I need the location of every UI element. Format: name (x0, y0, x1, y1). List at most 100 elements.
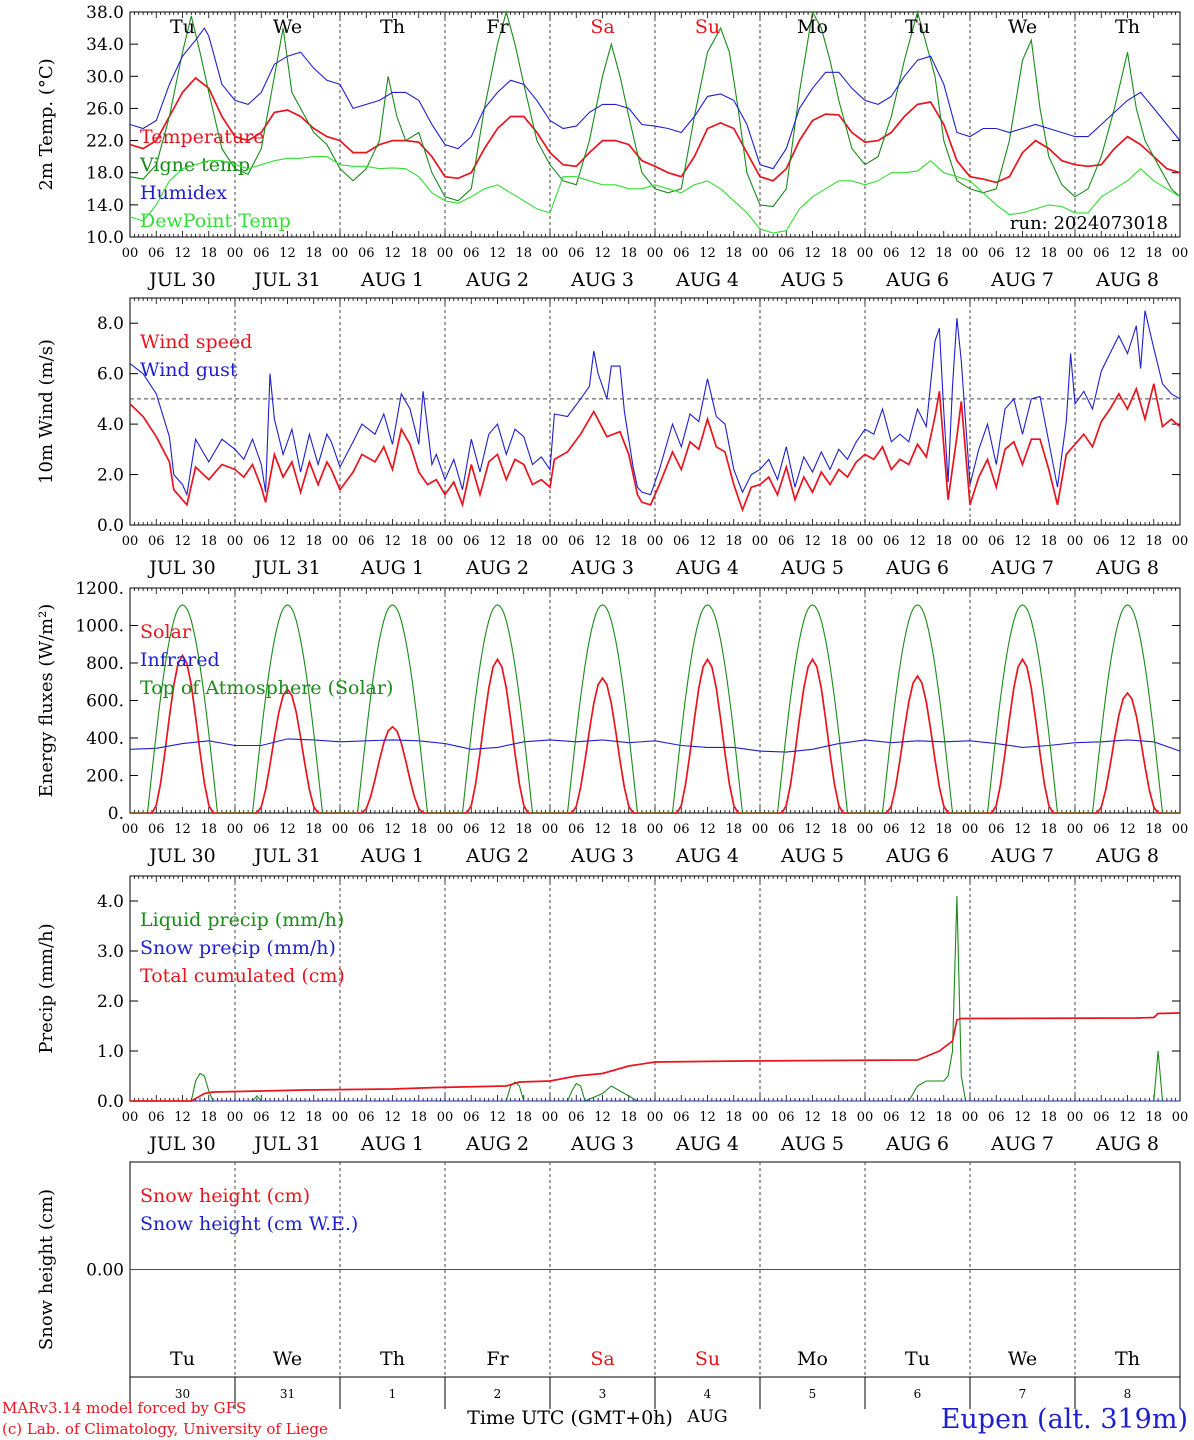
hour-label: 00 (122, 822, 139, 837)
hour-label: 00 (437, 246, 454, 261)
hour-label: 12 (384, 822, 401, 837)
date-label: AUG 8 (1095, 557, 1159, 579)
date-label: AUG 5 (780, 557, 844, 579)
hour-label: 00 (962, 1110, 979, 1125)
hour-label: 12 (174, 1110, 191, 1125)
hour-label: 18 (830, 822, 847, 837)
hour-label: 18 (935, 246, 952, 261)
y-tick-label: 4.0 (97, 415, 124, 435)
hour-label: 12 (1014, 822, 1031, 837)
date-label: AUG 2 (465, 269, 529, 291)
hour-label: 18 (725, 246, 742, 261)
day-of-week-label: Mo (797, 16, 828, 38)
hour-label: 06 (1093, 822, 1110, 837)
date-label: AUG 3 (570, 1133, 634, 1155)
hour-label: 12 (594, 822, 611, 837)
day-of-month-label: 5 (809, 1387, 817, 1401)
hour-label: 06 (253, 246, 270, 261)
date-label: AUG 1 (360, 557, 424, 579)
hour-label: 12 (909, 1110, 926, 1125)
date-label: AUG 8 (1095, 269, 1159, 291)
hour-label: 06 (673, 1110, 690, 1125)
hour-label: 18 (1040, 534, 1057, 549)
day-of-week-label: Sa (590, 1348, 614, 1370)
hour-label: 18 (305, 1110, 322, 1125)
day-of-month-label: 2 (494, 1387, 502, 1401)
hour-label: 00 (857, 1110, 874, 1125)
y-axis-label: Energy fluxes (W/m²) (36, 604, 57, 798)
hour-label: 00 (542, 822, 559, 837)
hour-label: 06 (1093, 1110, 1110, 1125)
date-label: AUG 1 (360, 845, 424, 867)
hour-label: 18 (1040, 1110, 1057, 1125)
hour-label: 00 (857, 822, 874, 837)
panel-5: 0.00 Snow height (cm) Snow height (cm) Snow… (36, 1161, 1181, 1409)
series-line-infrared (129, 738, 1181, 753)
hour-label: 00 (437, 822, 454, 837)
hour-label: 06 (253, 1110, 270, 1125)
hour-label: 00 (332, 1110, 349, 1125)
hour-label: 12 (384, 246, 401, 261)
panel-1: 10.0 14.0 18.0 22.0 26.0 30.0 34.0 38.0 2m Temp.… (36, 3, 1188, 291)
day-of-week-label: Th (380, 1348, 405, 1370)
y-tick-label: 600. (86, 692, 124, 712)
hour-label: 12 (804, 822, 821, 837)
date-label: AUG 6 (885, 269, 949, 291)
series-line-total-cumulated-cm- (130, 1012, 1181, 1102)
date-label: AUG 7 (990, 1133, 1054, 1155)
date-label: AUG 6 (885, 1133, 949, 1155)
hour-label: 06 (568, 246, 585, 261)
day-of-week-label: Tu (170, 1348, 195, 1370)
hour-label: 18 (305, 822, 322, 837)
hour-label: 18 (725, 1110, 742, 1125)
hour-label: 00 (122, 246, 139, 261)
hour-label: 06 (568, 1110, 585, 1125)
hour-label: 18 (830, 1110, 847, 1125)
hour-label: 06 (883, 822, 900, 837)
y-tick-label: 800. (86, 654, 124, 674)
date-label: AUG 2 (465, 1133, 529, 1155)
date-label: AUG 8 (1095, 1133, 1159, 1155)
hour-label: 12 (804, 1110, 821, 1125)
y-tick-label: 34.0 (86, 35, 124, 55)
panel-3: 0. 200. 400. 600. 800. 1000. 1200. Energy fluxe… (36, 579, 1188, 867)
hour-label: 00 (647, 534, 664, 549)
date-label: JUL 30 (147, 1133, 215, 1155)
hour-label: 12 (489, 1110, 506, 1125)
hour-label: 18 (935, 822, 952, 837)
y-axis-label: Snow height (cm) (36, 1189, 57, 1350)
hour-label: 12 (489, 246, 506, 261)
series-line-temperature (129, 76, 1181, 184)
hour-label: 18 (410, 822, 427, 837)
date-label: AUG 7 (990, 269, 1054, 291)
hour-label: 00 (227, 534, 244, 549)
y-tick-label: 4.0 (97, 892, 124, 912)
hour-label: 12 (699, 534, 716, 549)
hour-label: 00 (1172, 1110, 1189, 1125)
legend-entry: Humidex (140, 182, 227, 204)
hour-label: 00 (437, 534, 454, 549)
legend-entry: Temperature (140, 126, 264, 148)
y-tick-label: 18.0 (86, 164, 124, 184)
date-label: JUL 30 (147, 845, 215, 867)
legend-entry: Snow precip (mm/h) (140, 937, 336, 959)
hour-label: 18 (1145, 534, 1162, 549)
date-label: AUG 6 (885, 845, 949, 867)
hour-label: 06 (148, 1110, 165, 1125)
hour-label: 00 (647, 246, 664, 261)
legend-entry: Snow height (cm W.E.) (140, 1213, 358, 1235)
date-label: AUG 3 (570, 269, 634, 291)
hour-label: 00 (752, 1110, 769, 1125)
day-of-week-label: Mo (797, 1348, 828, 1370)
hour-label: 06 (253, 534, 270, 549)
hour-label: 12 (1119, 534, 1136, 549)
hour-label: 18 (410, 1110, 427, 1125)
day-of-week-label: Tu (905, 1348, 930, 1370)
panel-2: 0.0 2.0 4.0 6.0 8.0 10m Wind (m/s) 00 06 12 18 00 0… (36, 297, 1188, 579)
series-line-vigne-temp (129, 9, 1181, 208)
hour-label: 18 (620, 822, 637, 837)
hour-label: 06 (988, 822, 1005, 837)
hour-label: 00 (962, 246, 979, 261)
hour-label: 18 (200, 822, 217, 837)
hour-label: 00 (647, 1110, 664, 1125)
